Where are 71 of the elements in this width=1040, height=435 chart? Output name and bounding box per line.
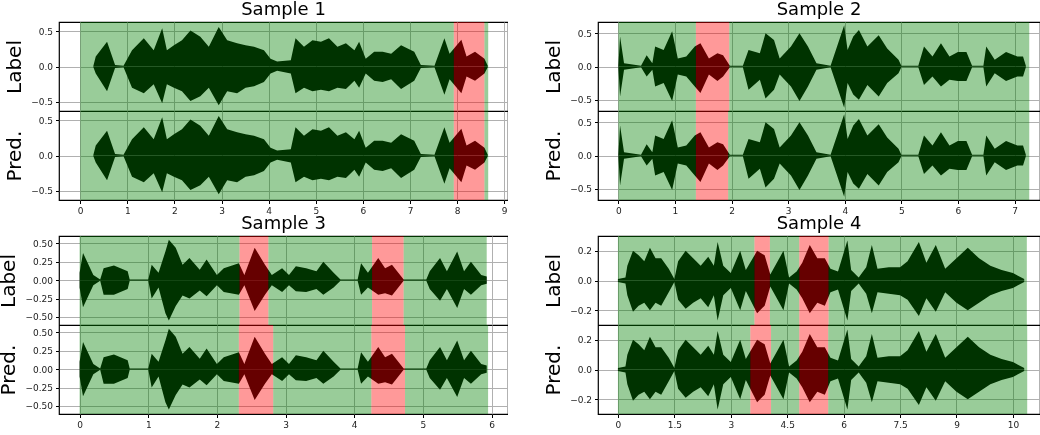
y-tick-label: −0.5 [31,186,53,197]
x-tick-label: 9 [501,206,508,216]
x-tick-label: 6 [841,420,848,430]
x-tick-label: 4 [266,206,273,216]
y-tick-label: 0.5 [577,28,592,39]
x-tick-label: 2 [214,420,221,430]
y-tick-label: 0.0 [577,62,593,72]
x-tick-label: 5 [313,206,320,216]
y-tick-label: −0.5 [570,95,592,106]
y-tick-label: 0.5 [577,117,592,128]
x-tick-label: 4 [842,206,849,216]
x-tick-label: 0 [615,420,622,430]
x-tick-label: 5 [420,420,427,430]
x-tick-label: 10 [1007,420,1020,430]
y-tick-label: 0.50 [32,238,54,249]
y-tick-label: 0.2 [577,246,592,257]
x-tick-label: 5 [898,206,905,216]
x-tick-label: 1 [672,206,679,216]
x-tick-label: 8 [454,206,461,216]
y-tick-label: 0.0 [38,151,54,161]
y-axis-title: Label [2,40,27,94]
y-tick-label: 0.0 [577,151,593,161]
y-tick-label: 0.0 [38,62,54,72]
x-tick-label: 1 [145,420,152,430]
chart-title: Sample 1 [241,0,326,19]
chart-title: Sample 2 [776,0,862,19]
x-tick-label: 4 [351,420,358,430]
y-axis-title: Pred. [2,130,27,182]
x-tick-label: 7.5 [893,420,908,430]
y-tick-label: 0.50 [32,327,54,338]
y-tick-label: 0.00 [32,275,54,286]
x-tick-label: 0 [616,206,623,216]
x-tick-label: 2 [172,206,178,216]
x-tick-label: 7 [1012,206,1018,216]
x-tick-label: 3 [785,206,792,216]
x-tick-label: 7 [407,206,414,216]
y-tick-label: −0.2 [570,394,592,405]
x-tick-label: 6 [489,420,496,430]
x-tick-label: 1.5 [667,420,683,430]
y-axis-title: Label [541,40,566,94]
y-tick-label: 0.2 [577,335,592,346]
x-tick-label: 3 [728,420,735,430]
x-tick-label: 6 [955,206,962,216]
y-tick-label: −0.25 [25,294,53,305]
y-tick-label: −0.5 [31,97,53,108]
x-tick-label: 4.5 [780,420,795,430]
x-tick-label: 0 [77,206,84,216]
y-axis-title: Label [0,254,21,308]
y-tick-label: 0.25 [32,257,53,268]
y-tick-label: −0.2 [570,305,592,316]
y-tick-label: −0.5 [570,184,592,195]
y-tick-label: 0.5 [38,115,53,126]
y-tick-label: −0.25 [25,383,53,394]
y-axis-title: Pred. [541,130,566,182]
y-axis-title: Label [541,254,566,308]
x-tick-label: 3 [219,206,225,216]
y-tick-label: −0.50 [25,401,54,412]
x-tick-label: 1 [124,206,131,216]
x-tick-label: 2 [729,206,735,216]
x-tick-label: 3 [283,420,289,430]
x-tick-label: 6 [360,206,367,216]
y-tick-label: 0.25 [32,346,53,357]
y-tick-label: −0.50 [25,312,54,323]
x-tick-label: 9 [954,420,961,430]
y-tick-label: 0.0 [577,276,593,286]
y-tick-label: 0.5 [38,26,53,37]
x-tick-label: 0 [77,420,84,430]
y-axis-title: Pred. [541,344,566,396]
y-axis-title: Pred. [0,344,21,396]
y-tick-label: 0.00 [32,364,54,375]
y-tick-label: 0.0 [577,365,593,375]
